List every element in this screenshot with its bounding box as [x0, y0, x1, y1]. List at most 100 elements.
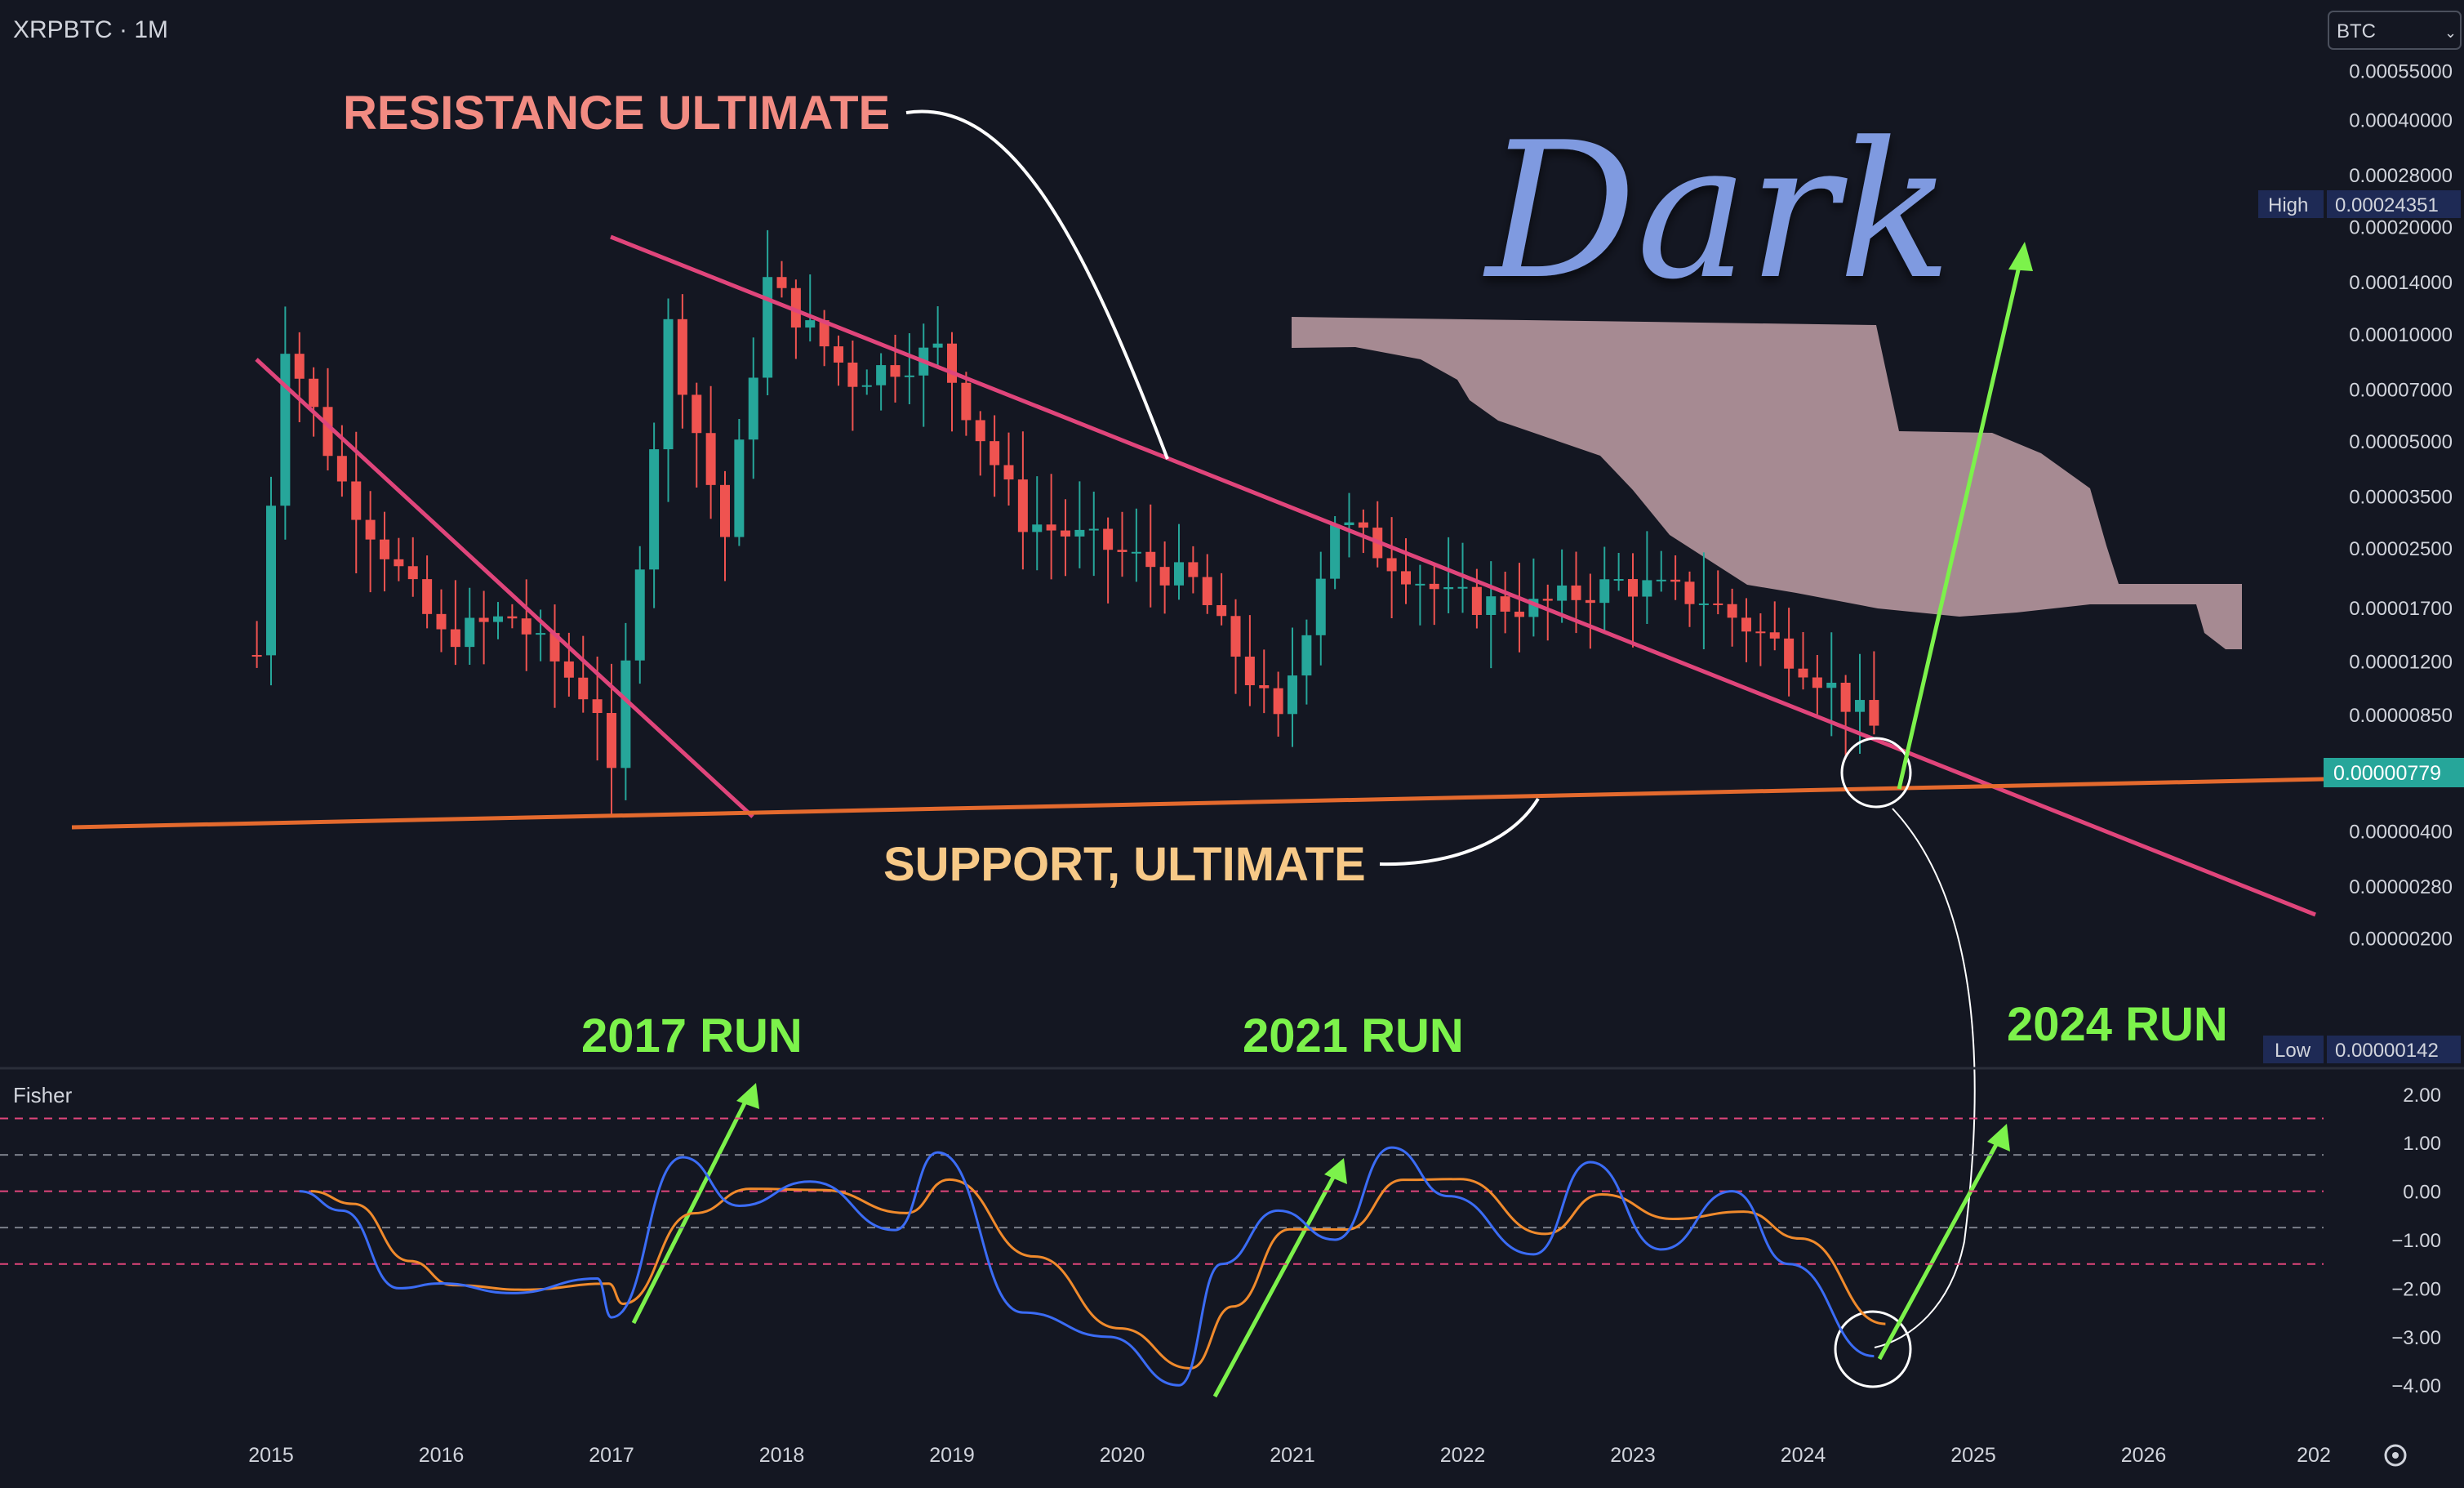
candle-body	[1216, 604, 1227, 617]
ichimoku-cloud	[1292, 317, 2242, 649]
candle-body	[1585, 599, 1595, 604]
candle-body	[819, 320, 829, 347]
candle-body	[1174, 562, 1184, 586]
candle-body	[634, 569, 645, 661]
time-axis-label: 2020	[1100, 1444, 1145, 1467]
fisher-arrow-2021	[1212, 1158, 1347, 1398]
support-pointer-curve	[1379, 797, 1540, 867]
candle-body	[536, 633, 546, 635]
time-axis-label: 2022	[1440, 1444, 1486, 1467]
support-line-ultimate	[71, 777, 2324, 830]
candle-body	[1869, 700, 1879, 726]
candle-body	[1386, 558, 1397, 572]
candle-body	[294, 354, 305, 379]
price-axis-label: 0.00003500	[2349, 486, 2453, 508]
candle-body	[607, 713, 616, 769]
low-badge-value: 0.00000142	[2335, 1040, 2439, 1062]
candle-body	[422, 579, 433, 614]
candle-body	[1230, 616, 1241, 657]
candle-body	[890, 365, 901, 377]
candle-body	[1315, 578, 1326, 635]
candle-body	[1698, 603, 1709, 605]
candle-body	[1088, 528, 1099, 531]
time-axis-label: 2017	[589, 1444, 634, 1467]
fisher-trigger-line	[310, 1178, 1886, 1370]
time-axis[interactable]: 2015 2016 2017 2018 2019 2020 2021 2022 2023 2024…	[248, 1444, 2331, 1467]
candle-body	[776, 277, 787, 288]
candle-body	[465, 617, 475, 648]
candle-body	[1061, 530, 1070, 537]
candle-body	[1429, 583, 1439, 590]
chevron-down-icon: ⌄	[2444, 25, 2457, 42]
candle-body	[309, 378, 319, 408]
candle-body	[280, 354, 291, 506]
candle-body	[1727, 604, 1737, 618]
candle-body	[1330, 524, 1341, 579]
candle-body	[990, 441, 1000, 466]
fisher-axis[interactable]: 2.00 1.00 0.00 −1.00 −2.00 −3.00 −4.00	[2391, 1085, 2441, 1397]
high-badge-value: 0.00024351	[2335, 194, 2439, 216]
candle-body	[1840, 682, 1851, 712]
candle-body	[1826, 682, 1837, 688]
fisher-arrow-2024	[1877, 1124, 2010, 1361]
candle-body	[251, 655, 262, 657]
candle-body	[493, 616, 503, 622]
low-badge: Low 0.00000142	[2263, 1036, 2461, 1063]
candle-body	[394, 559, 404, 567]
fisher-levels	[0, 1117, 2324, 1265]
candle-body	[975, 420, 985, 442]
candle-body	[1131, 551, 1141, 554]
candle-body	[380, 539, 389, 559]
candle-body	[720, 484, 730, 537]
fisher-line	[299, 1146, 1875, 1387]
run-2017-label: 2017 RUN	[581, 1009, 803, 1063]
run-2021-label: 2021 RUN	[1243, 1009, 1464, 1063]
price-axis-label: 0.00001200	[2349, 652, 2453, 674]
candle-body	[663, 319, 674, 450]
time-axis-label: 2021	[1270, 1444, 1315, 1467]
time-axis-label: 2016	[419, 1444, 465, 1467]
candle-body	[1046, 524, 1056, 531]
symbol-title[interactable]: XRPBTC · 1M	[13, 16, 168, 43]
candle-body	[1471, 586, 1482, 616]
candle-body	[1684, 581, 1695, 604]
candle-body	[563, 661, 574, 678]
settings-gear-icon[interactable]	[2384, 1444, 2407, 1467]
candle-body	[1301, 635, 1312, 676]
candle-body	[620, 660, 631, 769]
price-axis-label: 0.00000200	[2349, 929, 2453, 951]
candle-body	[322, 407, 333, 457]
support-annotation: SUPPORT, ULTIMATE	[883, 838, 1366, 891]
high-badge: High 0.00024351	[2258, 190, 2461, 218]
candle-body	[734, 439, 745, 537]
price-axis-label: 0.00000280	[2349, 876, 2453, 898]
candle-body	[1443, 586, 1454, 590]
candle-body	[947, 343, 957, 383]
candle-body	[1812, 677, 1822, 688]
candle-body	[649, 449, 660, 570]
candle-body	[790, 287, 801, 328]
candle-body	[763, 277, 773, 378]
candle-body	[1117, 550, 1127, 552]
candle-body	[834, 346, 843, 363]
candle-body	[478, 617, 489, 622]
candle-body	[336, 456, 347, 482]
price-axis-label: 0.00020000	[2349, 217, 2453, 239]
candle-body	[1571, 585, 1581, 600]
candle-body	[1401, 571, 1411, 585]
candle-body	[549, 633, 560, 662]
current-price-value: 0.00000779	[2333, 762, 2441, 785]
candle-body	[1017, 479, 1028, 532]
candle-body	[1670, 579, 1681, 582]
candle-body	[1358, 522, 1368, 528]
candle-body	[1642, 580, 1652, 597]
fisher-axis-label: −2.00	[2391, 1278, 2441, 1300]
fisher-label[interactable]: Fisher	[13, 1083, 73, 1107]
price-axis-label: 0.00000400	[2349, 821, 2453, 843]
candle-body	[507, 616, 518, 619]
currency-select[interactable]: BTC ⌄	[2328, 11, 2462, 50]
price-axis-label: 0.00007000	[2349, 379, 2453, 401]
time-axis-label: 2018	[759, 1444, 805, 1467]
